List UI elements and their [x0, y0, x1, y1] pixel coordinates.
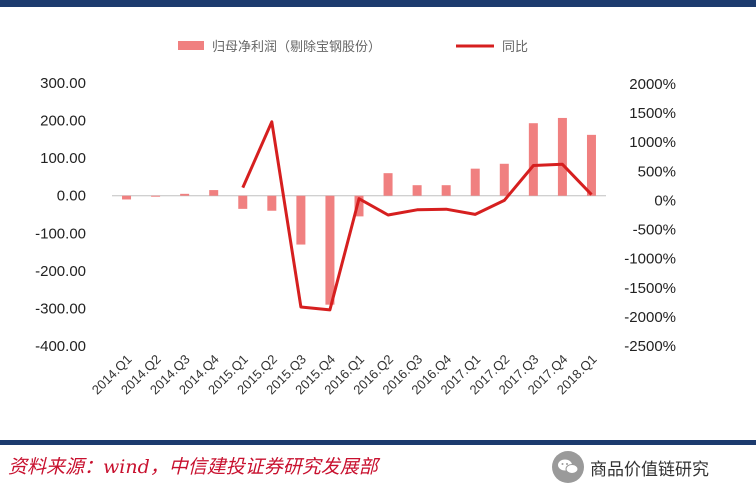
right-tick-label: -1500% — [624, 280, 676, 297]
legend-label-line: 同比 — [502, 40, 528, 55]
wechat-icon — [552, 451, 584, 483]
top-rule — [0, 0, 756, 7]
left-tick-label: 100.00 — [40, 150, 86, 167]
bar-2016.Q3 — [412, 185, 422, 196]
right-tick-label: 2000% — [629, 76, 676, 93]
bar-2017.Q2 — [499, 163, 509, 196]
bar-2017.Q3 — [528, 123, 538, 196]
right-tick-label: 0% — [654, 192, 676, 209]
right-tick-label: -1000% — [624, 251, 676, 268]
right-tick-label: -2500% — [624, 338, 676, 355]
bar-2016.Q4 — [441, 185, 451, 196]
brand-name: 商品价值链研究 — [590, 459, 709, 480]
x-axis: 2014.Q12014.Q22014.Q32014.Q42015.Q12015.… — [89, 352, 600, 398]
right-tick-label: 1000% — [629, 134, 676, 151]
bar-2016.Q1 — [354, 195, 364, 217]
right-tick-label: 1500% — [629, 105, 676, 122]
left-tick-label: 200.00 — [40, 113, 86, 130]
bar-2017.Q1 — [470, 168, 480, 196]
left-tick-label: -400.00 — [35, 338, 86, 355]
right-axis: 2000% 1500% 1000% 500% 0% -500% -1000% -1500% -2… — [624, 76, 676, 355]
legend-swatch-bar — [178, 41, 204, 50]
bar-2014.Q3 — [180, 193, 190, 196]
bar-2016.Q2 — [383, 173, 393, 196]
bar-2015.Q4 — [325, 195, 335, 305]
yoy-line — [241, 120, 593, 312]
right-tick-label: -500% — [633, 222, 676, 239]
left-tick-label: 0.00 — [57, 188, 86, 205]
right-tick-label: -2000% — [624, 309, 676, 326]
chart: 归母净利润（剔除宝钢股份） 同比 300.00 200.00 100.00 0.00 -… — [35, 40, 676, 398]
legend: 归母净利润（剔除宝钢股份） 同比 — [178, 40, 528, 55]
bar-2018.Q1 — [586, 134, 596, 196]
bottom-rule — [0, 440, 756, 445]
bar-2017.Q4 — [557, 117, 567, 196]
bar-2014.Q2 — [151, 195, 161, 197]
right-tick-label: 500% — [638, 163, 676, 180]
left-tick-label: -100.00 — [35, 225, 86, 242]
left-tick-label: -300.00 — [35, 300, 86, 317]
bar-series — [122, 117, 596, 305]
left-tick-label: 300.00 — [40, 75, 86, 92]
bar-2014.Q1 — [122, 195, 132, 200]
source-note: 资料来源：wind，中信建投证券研究发展部 — [8, 456, 378, 478]
bar-2015.Q1 — [238, 195, 248, 209]
brand-tag: 商品价值链研究 — [552, 451, 709, 483]
left-axis: 300.00 200.00 100.00 0.00 -100.00 -200.00 -300… — [35, 75, 86, 355]
bar-2015.Q2 — [267, 195, 277, 211]
bar-2014.Q4 — [209, 190, 219, 196]
left-tick-label: -200.00 — [35, 263, 86, 280]
legend-label-bar: 归母净利润（剔除宝钢股份） — [212, 40, 381, 55]
bar-2015.Q3 — [296, 195, 306, 245]
